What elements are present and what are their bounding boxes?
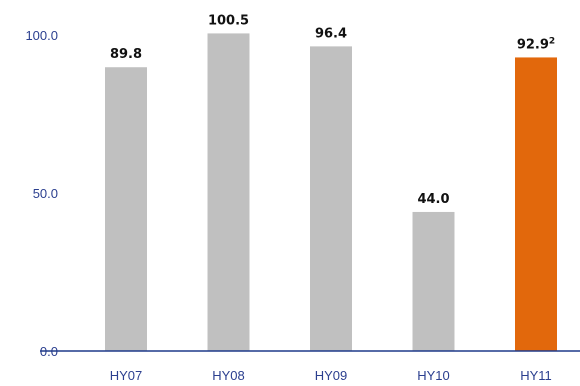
bar-highlight — [515, 57, 557, 351]
x-tick-label: HY08 — [212, 368, 245, 383]
bar — [310, 46, 352, 351]
x-tick-label: HY10 — [417, 368, 450, 383]
x-tick-label: HY11 — [520, 368, 552, 383]
bar — [105, 67, 147, 352]
bars — [105, 33, 557, 352]
x-axis-ticks: HY07 HY08 HY09 HY10 HY11 — [110, 368, 552, 383]
data-label: 100.5 — [208, 13, 249, 28]
data-label: 89.8 — [110, 47, 142, 62]
data-labels: 89.8 100.5 96.4 44.0 92.92 — [110, 13, 555, 207]
y-tick-label: 100.0 — [25, 28, 58, 43]
x-tick-label: HY07 — [110, 368, 143, 383]
bar — [207, 33, 250, 352]
x-tick-label: HY09 — [315, 368, 348, 383]
footnote-superscript: 2 — [549, 36, 555, 46]
data-label: 44.0 — [417, 192, 449, 207]
data-label: 92.92 — [517, 36, 555, 52]
y-tick-label: 50.0 — [33, 186, 58, 201]
data-label: 96.4 — [315, 26, 347, 41]
bar — [412, 211, 455, 351]
